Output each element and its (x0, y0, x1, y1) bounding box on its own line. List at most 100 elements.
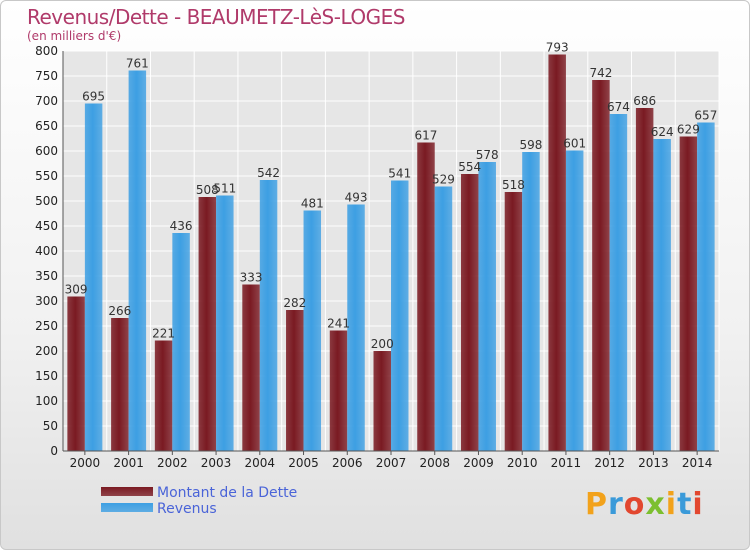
data-label-dette: 617 (415, 129, 438, 143)
data-label-revenus: 657 (694, 109, 717, 123)
x-tick-label: 2012 (594, 456, 625, 470)
data-label-dette: 309 (65, 283, 88, 297)
bar-revenus (391, 180, 409, 451)
brand-letter: t (677, 487, 693, 522)
legend-swatch-revenus (101, 503, 153, 512)
y-tick-label: 750 (35, 69, 58, 83)
bar-revenus (609, 114, 628, 451)
bar-dette (417, 142, 435, 451)
x-tick-label: 2006 (332, 456, 363, 470)
bar-dette (154, 340, 173, 451)
bars (67, 54, 715, 451)
brand-letter: r (608, 487, 624, 522)
legend-label-dette: Montant de la Dette (157, 485, 298, 501)
data-label-dette: 282 (283, 296, 306, 310)
bar-dette (548, 54, 566, 451)
data-label-revenus: 511 (213, 182, 236, 196)
data-label-dette: 221 (152, 327, 175, 341)
legend-swatch-dette (101, 487, 153, 496)
chart-title: Revenus/Dette - BEAUMETZ-LèS-LOGES (27, 5, 405, 29)
y-tick-label: 450 (35, 219, 58, 233)
brand-letter: P (585, 487, 608, 522)
data-label-revenus: 542 (257, 166, 280, 180)
x-tick-label: 2001 (113, 456, 144, 470)
data-label-revenus: 436 (170, 219, 193, 233)
data-label-revenus: 695 (82, 90, 105, 104)
bar-revenus (347, 204, 365, 451)
data-label-dette: 266 (108, 304, 131, 318)
data-label-dette: 200 (371, 337, 394, 351)
y-tick-label: 0 (50, 444, 58, 458)
data-label-revenus: 624 (651, 125, 674, 139)
bar-chart: 0 50 100 150 200 250 300 350 400 450 500 550 600 650 7… (35, 41, 720, 470)
data-label-revenus: 481 (301, 197, 324, 211)
y-tick-label: 50 (43, 419, 58, 433)
x-tick-label: 2009 (463, 456, 494, 470)
x-tick-label: 2002 (157, 456, 188, 470)
y-tick-label: 500 (35, 194, 58, 208)
data-label-revenus: 601 (563, 137, 586, 151)
bar-dette (286, 310, 304, 451)
y-tick-label: 800 (35, 44, 58, 58)
axes: 0 50 100 150 200 250 300 350 400 450 500 550 600 650 7… (35, 44, 719, 470)
data-label-revenus: 578 (476, 148, 499, 162)
bar-dette (198, 197, 217, 451)
bar-revenus (84, 103, 103, 451)
y-tick-label: 700 (35, 94, 58, 108)
x-tick-label: 2003 (201, 456, 232, 470)
bar-revenus (653, 139, 671, 451)
brand-logo: Proxiti (585, 487, 704, 522)
brand-letter: i (665, 487, 678, 522)
data-label-revenus: 541 (388, 167, 411, 181)
y-tick-label: 350 (35, 269, 58, 283)
x-tick-label: 2007 (376, 456, 407, 470)
brand-letter: o (623, 487, 646, 522)
y-tick-label: 600 (35, 144, 58, 158)
bar-dette (242, 284, 260, 451)
x-tick-label: 2010 (507, 456, 538, 470)
bar-revenus (303, 210, 322, 451)
y-tick-label: 100 (35, 394, 58, 408)
x-tick-label: 2013 (638, 456, 669, 470)
bar-revenus (216, 195, 234, 451)
bar-dette (460, 174, 479, 451)
data-label-dette: 508 (196, 183, 219, 197)
bar-dette (111, 318, 129, 451)
data-label-dette: 629 (677, 123, 700, 137)
x-tick-label: 2008 (419, 456, 450, 470)
data-label-revenus: 529 (432, 173, 455, 187)
bar-dette (635, 108, 654, 451)
bar-revenus (434, 186, 453, 451)
y-tick-label: 250 (35, 319, 58, 333)
data-label-revenus: 598 (519, 138, 542, 152)
bar-revenus (565, 150, 584, 451)
bar-dette (592, 80, 610, 451)
bar-revenus (522, 152, 540, 451)
bar-dette (504, 192, 523, 451)
data-label-dette: 793 (546, 41, 569, 55)
data-label-dette: 742 (589, 66, 612, 80)
data-label-revenus: 674 (607, 100, 630, 114)
data-label-dette: 686 (633, 94, 656, 108)
y-tick-label: 650 (35, 119, 58, 133)
x-tick-label: 2011 (551, 456, 582, 470)
y-tick-label: 400 (35, 244, 58, 258)
brand-letter: x (645, 487, 666, 522)
data-label-dette: 241 (327, 317, 350, 331)
data-label-revenus: 493 (345, 191, 368, 205)
bar-dette (373, 351, 391, 451)
bar-revenus (697, 122, 715, 451)
x-tick-label: 2004 (245, 456, 276, 470)
bar-revenus (478, 162, 496, 451)
data-label-dette: 518 (502, 178, 525, 192)
x-tick-label: 2014 (682, 456, 713, 470)
x-tick-label: 2005 (288, 456, 319, 470)
bar-dette (67, 296, 85, 451)
bar-revenus (128, 70, 147, 451)
y-tick-label: 550 (35, 169, 58, 183)
y-tick-label: 150 (35, 369, 58, 383)
brand-letter: i (692, 487, 704, 522)
legend-label-revenus: Revenus (157, 501, 217, 517)
